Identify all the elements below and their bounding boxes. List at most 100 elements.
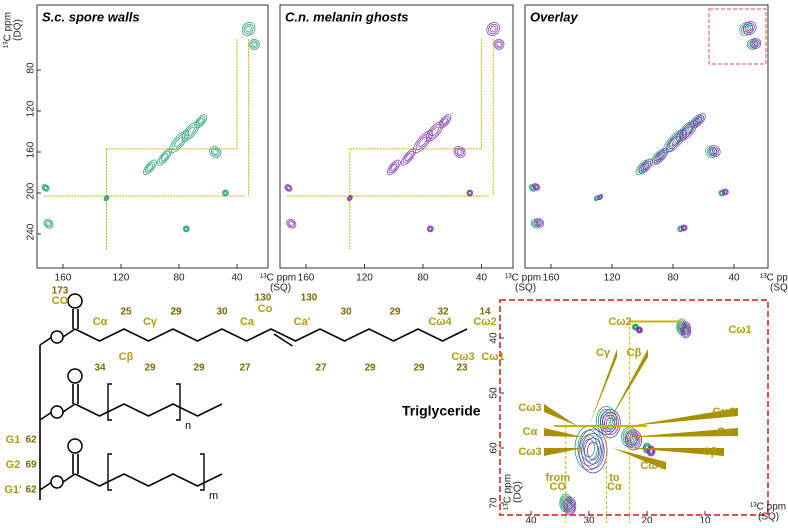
contour bbox=[288, 221, 294, 227]
contour bbox=[171, 133, 187, 151]
x-tick-label: 10 bbox=[699, 516, 711, 523]
contour bbox=[402, 150, 414, 164]
contour bbox=[418, 136, 428, 148]
contour bbox=[493, 39, 505, 50]
contour bbox=[597, 194, 604, 201]
contour bbox=[708, 145, 721, 157]
y-axis-dim: (DQ) bbox=[513, 481, 524, 503]
contour bbox=[182, 225, 190, 233]
note: to bbox=[609, 472, 620, 484]
contour bbox=[496, 41, 502, 47]
x-tick-label: 160 bbox=[55, 273, 72, 284]
note: CO bbox=[550, 481, 567, 493]
contour bbox=[723, 190, 727, 194]
contour bbox=[581, 432, 605, 469]
contour bbox=[655, 149, 667, 163]
contour bbox=[286, 218, 297, 229]
contour bbox=[633, 324, 638, 330]
contour bbox=[666, 129, 687, 153]
contour bbox=[680, 224, 688, 232]
contour bbox=[209, 146, 222, 158]
panel-frame bbox=[524, 4, 769, 269]
contour bbox=[625, 429, 642, 451]
panel-title: S.c. spore walls bbox=[42, 9, 140, 24]
contour bbox=[41, 184, 50, 192]
x-tick-label: 40 bbox=[476, 273, 488, 284]
x-axis-unit: ¹³C ppm bbox=[750, 502, 786, 513]
contour bbox=[197, 117, 204, 125]
contour bbox=[386, 159, 401, 176]
contour bbox=[44, 220, 53, 228]
x-axis-unit: ¹³C ppm bbox=[505, 273, 541, 284]
y-tick-label: 40 bbox=[489, 332, 500, 344]
contour bbox=[682, 123, 696, 138]
contour bbox=[602, 411, 619, 436]
contour bbox=[652, 150, 664, 164]
x-axis-dim: (SQ) bbox=[770, 283, 788, 294]
contour bbox=[635, 159, 650, 176]
shift: 30 bbox=[340, 307, 352, 318]
x-tick-label: 160 bbox=[298, 273, 315, 284]
bond bbox=[273, 333, 293, 347]
contour bbox=[587, 441, 600, 461]
contour bbox=[105, 196, 108, 200]
contour bbox=[564, 498, 576, 514]
contour bbox=[533, 184, 540, 190]
pointer bbox=[544, 404, 578, 426]
bond bbox=[74, 328, 468, 342]
contour bbox=[468, 191, 472, 195]
y-axis-unit: ¹³C ppm bbox=[3, 12, 14, 48]
oxygen bbox=[50, 475, 64, 489]
contour bbox=[640, 160, 652, 173]
contour bbox=[598, 195, 602, 199]
shift: 69 bbox=[25, 460, 37, 471]
contour bbox=[285, 185, 292, 191]
contour bbox=[632, 324, 639, 330]
shift: 29 bbox=[170, 307, 182, 318]
y-tick-label: 240 bbox=[26, 223, 37, 240]
bracket bbox=[107, 383, 181, 421]
contour bbox=[428, 227, 432, 231]
bond bbox=[74, 473, 223, 487]
y-tick-label: 160 bbox=[26, 141, 37, 158]
y-axis-dim: (DQ) bbox=[13, 19, 24, 41]
x-axis-unit: ¹³C ppm bbox=[760, 273, 788, 284]
contour bbox=[753, 40, 759, 46]
molecule-name: Triglyceride bbox=[402, 403, 481, 419]
pointer bbox=[589, 349, 617, 426]
contour bbox=[425, 121, 444, 142]
shift: 25 bbox=[120, 307, 132, 318]
shift: 62 bbox=[25, 485, 37, 496]
panel-title: Overlay bbox=[530, 9, 578, 24]
contour bbox=[390, 163, 397, 171]
atom-label: Ca' bbox=[294, 316, 311, 328]
bond bbox=[62, 403, 76, 413]
contour bbox=[633, 325, 638, 329]
oxygen bbox=[67, 438, 83, 454]
contour bbox=[647, 446, 655, 456]
peak-label: Cγ bbox=[596, 347, 611, 359]
note: from bbox=[546, 472, 571, 484]
peak-label: Cω1 bbox=[728, 324, 751, 336]
oxygen bbox=[67, 293, 83, 309]
contour bbox=[694, 115, 705, 126]
contour bbox=[174, 136, 184, 148]
contour bbox=[746, 39, 758, 50]
contour bbox=[534, 184, 539, 189]
contour bbox=[194, 114, 208, 129]
contour bbox=[532, 183, 541, 191]
contour bbox=[744, 22, 755, 34]
contour bbox=[427, 226, 433, 232]
contour bbox=[722, 189, 728, 195]
contour bbox=[251, 41, 257, 47]
contour bbox=[629, 435, 638, 445]
contour bbox=[536, 220, 542, 226]
contour bbox=[684, 125, 693, 136]
contour bbox=[681, 225, 687, 231]
shift: 29 bbox=[364, 363, 376, 374]
shift: 27 bbox=[239, 363, 251, 374]
atom-label: G2 bbox=[6, 459, 21, 471]
contour bbox=[455, 147, 464, 157]
atom-label: Cα bbox=[93, 316, 108, 328]
shift: 29 bbox=[170, 307, 182, 318]
